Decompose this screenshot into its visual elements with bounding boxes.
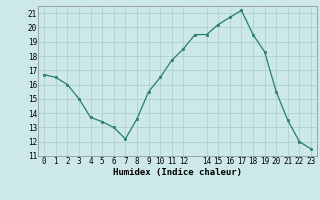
X-axis label: Humidex (Indice chaleur): Humidex (Indice chaleur) — [113, 168, 242, 177]
